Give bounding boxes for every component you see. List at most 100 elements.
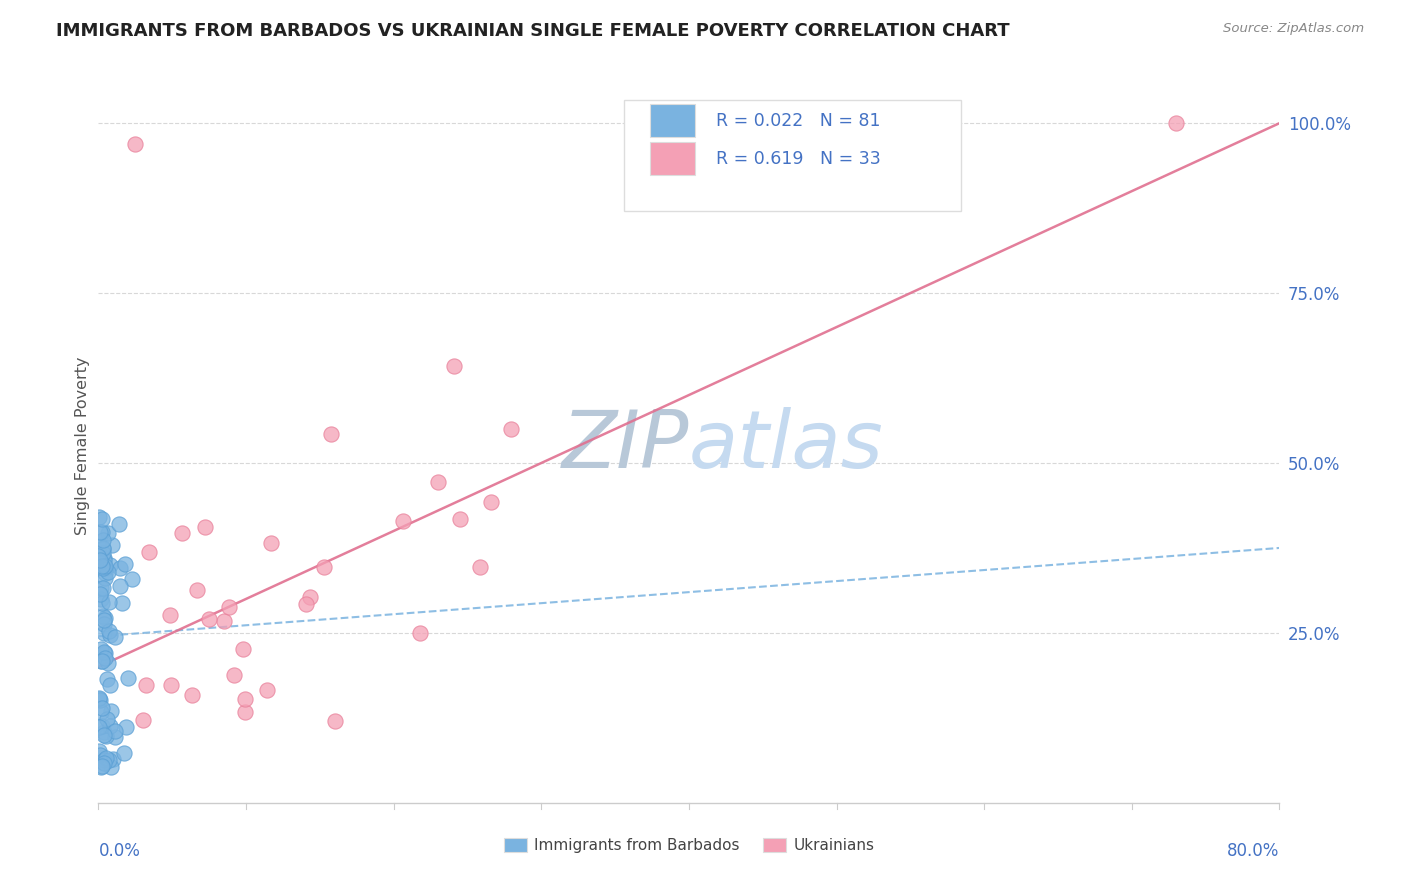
Point [115,720,138,734]
Point [97,525,120,540]
Point [235,705,257,719]
Point [93,566,115,581]
Point [91,581,114,595]
Point [89,555,111,569]
Point [90,654,112,668]
Point [91,512,114,526]
Point [93,728,115,742]
Point [96,672,118,686]
Point [197,612,219,626]
Point [93,551,115,566]
Point [104,630,127,644]
Point [90,759,112,773]
Point [218,599,240,614]
Point [97,656,120,670]
Point [100,760,122,774]
Point [93,533,115,548]
Point [138,545,160,559]
Point [87,744,110,758]
Point [260,536,283,550]
Point [90,582,112,596]
Point [103,730,125,744]
Point [91,524,114,539]
Point [91,546,114,560]
Point [89,719,111,733]
Point [160,678,183,692]
Point [108,516,131,531]
Point [108,561,131,575]
Point [194,519,217,533]
Point [295,597,318,611]
Point [94,650,117,665]
Point [89,510,111,524]
Point [172,526,194,541]
Point [94,611,117,625]
Text: IMMIGRANTS FROM BARBADOS VS UKRAINIAN SINGLE FEMALE POVERTY CORRELATION CHART: IMMIGRANTS FROM BARBADOS VS UKRAINIAN SI… [56,22,1010,40]
Text: atlas: atlas [689,407,884,485]
Point [479,494,502,508]
Point [94,646,117,660]
Y-axis label: Single Female Poverty: Single Female Poverty [75,357,90,535]
Point [121,572,143,586]
Point [111,596,134,610]
Point [87,692,110,706]
Point [108,579,131,593]
Point [117,671,139,685]
Point [97,753,120,767]
Point [93,553,115,567]
Point [93,753,115,767]
Point [470,559,492,574]
Point [91,719,114,733]
Point [135,678,157,692]
Text: Source: ZipAtlas.com: Source: ZipAtlas.com [1223,22,1364,36]
Point [321,427,343,442]
Point [90,592,112,607]
Point [104,724,127,739]
Point [93,625,115,640]
Point [90,701,112,715]
Point [94,571,117,585]
Point [87,691,110,706]
Legend: Immigrants from Barbados, Ukrainians: Immigrants from Barbados, Ukrainians [498,832,880,859]
Bar [650,104,695,137]
Point [222,668,245,682]
Point [101,537,124,551]
Point [98,624,121,638]
Point [100,678,122,692]
Point [159,608,181,623]
Point [101,751,124,765]
Point [392,514,415,528]
Point [90,760,112,774]
Point [256,683,278,698]
Point [96,712,118,726]
Point [93,613,115,627]
Text: 80.0%: 80.0% [1227,842,1279,860]
Point [97,565,120,579]
Point [89,693,111,707]
Point [409,625,432,640]
Point [90,706,112,720]
Point [93,560,115,574]
Text: 0.0%: 0.0% [98,842,141,860]
Point [98,558,121,572]
Point [426,475,449,489]
Point [323,714,346,729]
Point [181,688,204,702]
Point [89,525,111,540]
Point [89,587,111,601]
Text: R = 0.022   N = 81: R = 0.022 N = 81 [716,112,880,129]
Point [501,422,523,436]
Point [89,553,111,567]
Point [93,724,115,739]
Point [1166,116,1188,130]
Point [89,747,111,762]
Point [114,558,136,572]
Bar [650,143,695,175]
Point [93,756,115,770]
Point [91,541,114,556]
Point [91,609,114,624]
Text: ZIP: ZIP [561,407,689,485]
Point [91,561,114,575]
Point [298,591,321,605]
Point [90,596,112,610]
